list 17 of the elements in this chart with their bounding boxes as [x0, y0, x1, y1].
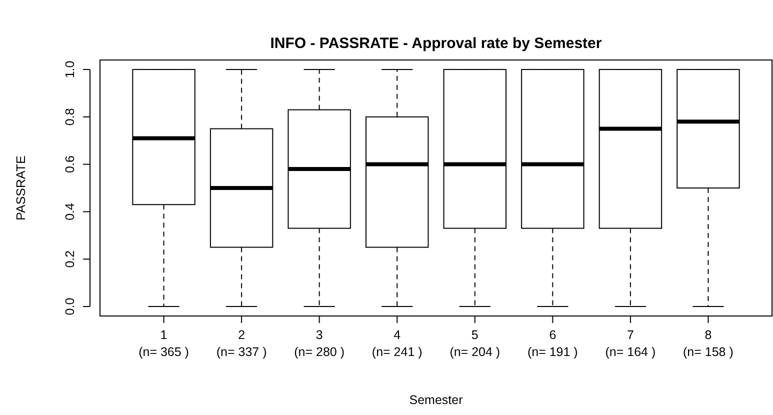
y-tick-label: 0.2 [63, 250, 77, 268]
x-tick-label: 7 (n= 164 ) [605, 328, 656, 359]
x-tick-label: 1 (n= 365 ) [138, 328, 189, 359]
y-axis-title: PASSRATE [14, 156, 28, 220]
chart-title: INFO - PASSRATE - Approval rate by Semester [270, 35, 602, 52]
x-tick-label: 3 (n= 280 ) [294, 328, 345, 359]
x-tick-label: 4 (n= 241 ) [372, 328, 422, 359]
y-tick-label: 0.0 [63, 298, 77, 316]
y-tick-label: 0.6 [63, 156, 77, 173]
x-tick-label: 8 (n= 158 ) [683, 328, 734, 359]
x-axis-title: Semester [409, 393, 463, 407]
x-tick-label: 5 (n= 204 ) [450, 328, 500, 359]
x-tick-label: 6 (n= 191 ) [527, 328, 578, 359]
y-tick-label: 0.4 [63, 202, 77, 220]
y-tick-label: 0.8 [63, 108, 77, 126]
x-tick-label: 2 (n= 337 ) [216, 328, 267, 359]
y-tick-label: 1.0 [63, 60, 77, 78]
